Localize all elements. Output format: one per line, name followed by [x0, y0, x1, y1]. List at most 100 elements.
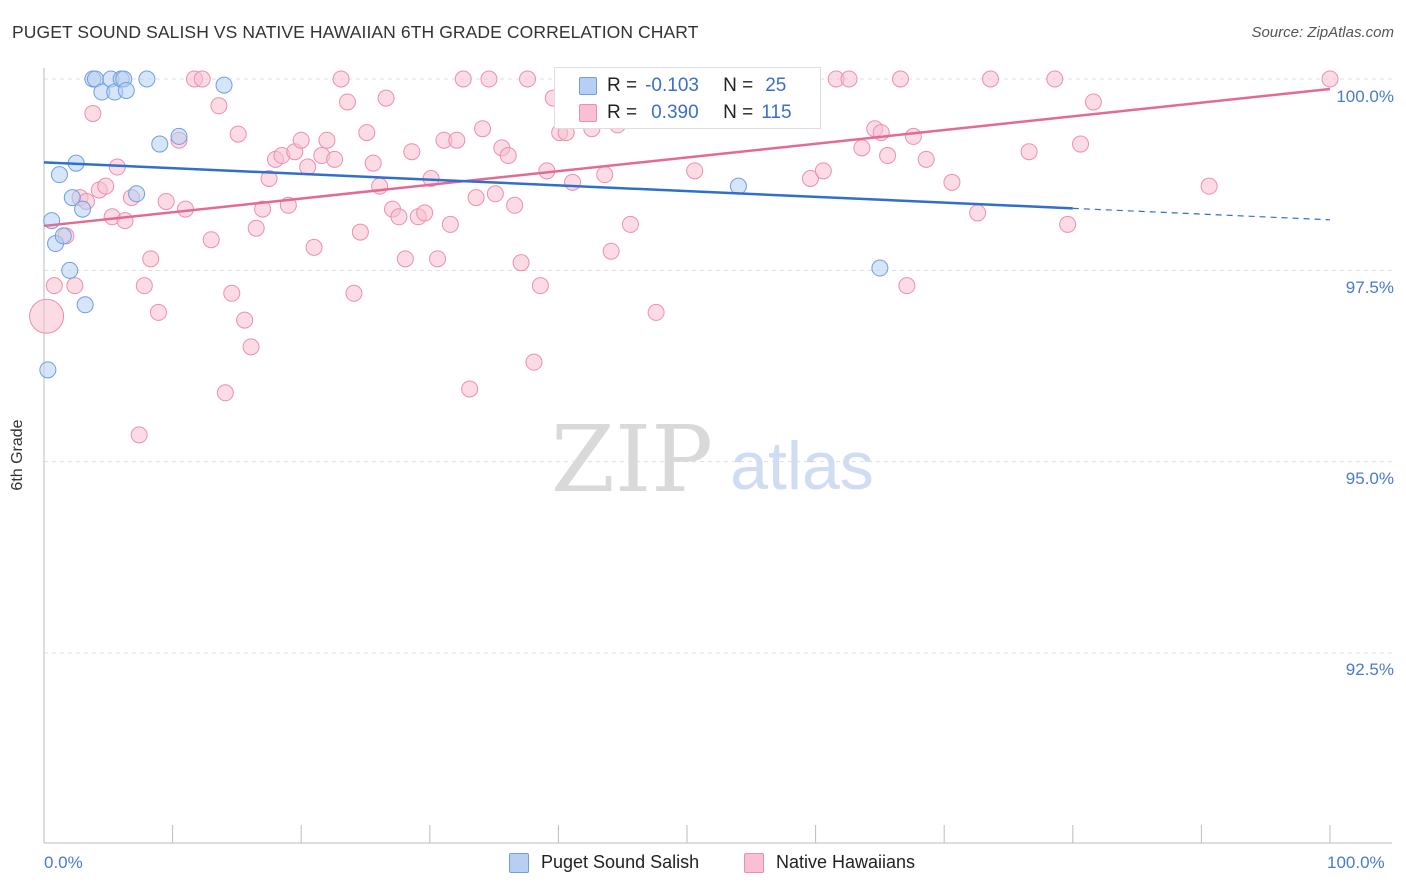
hawaiian-point	[358, 124, 376, 142]
salish-trend-extension	[1072, 207, 1331, 221]
hawaiian-point	[254, 200, 272, 218]
salish-point	[74, 200, 92, 218]
salish-point	[138, 70, 156, 88]
hawaiian-point	[1046, 70, 1064, 88]
hawaiian-point	[474, 120, 492, 138]
bottom-legend-swatch-blue	[509, 852, 529, 873]
hawaiian-point	[499, 147, 517, 165]
hawaiian-point	[116, 212, 134, 230]
hawaiian-point	[403, 143, 421, 161]
salish-point	[50, 166, 68, 184]
hawaiian-point	[318, 131, 336, 149]
hawaiian-point	[216, 384, 234, 402]
axes	[43, 68, 1392, 844]
hawaiian-point	[531, 277, 549, 295]
legend-r-label: R =	[607, 102, 638, 123]
grid-lines	[44, 78, 1392, 654]
hawaiian-point	[853, 139, 871, 157]
bottom-legend-blue: Puget Sound Salish	[509, 852, 699, 873]
hawaiian-point	[506, 196, 524, 214]
source-label: Source: ZipAtlas.com	[1251, 24, 1394, 41]
hawaiian-point	[943, 173, 961, 191]
y-tick-label-95: 95.0%	[1345, 469, 1394, 488]
hawaiian-point	[223, 284, 241, 302]
hawaiian-point	[486, 185, 504, 203]
hawaiian-point	[45, 277, 63, 295]
hawaiian-point	[519, 70, 537, 88]
salish-point	[128, 185, 146, 203]
hawaiian-point	[135, 277, 153, 295]
hawaiian-point	[686, 162, 704, 180]
salish-point	[151, 135, 169, 153]
bottom-legend-swatch-pink	[744, 852, 764, 873]
hawaiian-point	[1200, 177, 1218, 195]
bottom-legend-label-pink: Native Hawaiians	[776, 852, 916, 872]
x-tick-label-max: 100.0%	[1327, 853, 1385, 872]
hawaiian-point	[461, 380, 479, 398]
hawaiian-point	[1020, 143, 1038, 161]
hawaiian-point	[448, 131, 466, 149]
legend-row-pink: R = 0.390 N = 115	[579, 101, 792, 125]
hawaiian-point	[247, 219, 265, 237]
bottom-legend-label-blue: Puget Sound Salish	[541, 852, 700, 872]
hawaiian-point	[364, 154, 382, 172]
bottom-legend-pink: Native Hawaiians	[744, 852, 915, 873]
hawaiian-point	[1072, 135, 1090, 153]
watermark-atlas: atlas	[730, 428, 874, 504]
salish-point	[63, 189, 81, 207]
hawaiian-point	[1059, 215, 1077, 233]
hawaiian-point	[29, 298, 65, 334]
hawaiian-point	[305, 238, 323, 256]
hawaiian-point	[917, 150, 935, 168]
watermark: ZIP atlas	[551, 406, 874, 513]
hawaiian-point	[969, 204, 987, 222]
hawaiian-point	[292, 131, 310, 149]
hawaiian-point	[202, 231, 220, 249]
salish-point	[871, 259, 889, 277]
stats-legend: R = -0.103 N = 25 R = 0.390 N = 115	[554, 67, 821, 129]
watermark-zip: ZIP	[551, 406, 713, 513]
trend-lines	[43, 87, 1331, 228]
puget-sound-salish-points	[39, 70, 889, 379]
hawaiian-point	[512, 254, 530, 272]
hawaiian-point	[904, 127, 922, 145]
hawaiian-point	[377, 89, 395, 107]
hawaiian-point	[396, 250, 414, 268]
hawaiian-point	[299, 158, 317, 176]
hawaiian-point	[142, 250, 160, 268]
y-tick-label-100: 100.0%	[1336, 87, 1394, 106]
legend-r-label: R =	[607, 75, 638, 96]
hawaiian-point	[260, 169, 278, 187]
hawaiian-point	[467, 189, 485, 207]
hawaiian-point	[441, 215, 459, 233]
legend-swatch-blue	[579, 77, 597, 95]
salish-point	[76, 296, 94, 314]
hawaiian-point	[236, 311, 254, 329]
hawaiian-point	[210, 97, 228, 115]
hawaiian-trend-line	[43, 87, 1331, 228]
hawaiian-point	[193, 70, 211, 88]
hawaiian-point	[242, 338, 260, 356]
salish-point	[39, 361, 57, 379]
hawaiian-point	[564, 173, 582, 191]
hawaiian-point	[351, 223, 369, 241]
hawaiian-point	[229, 125, 247, 143]
hawaiian-point	[814, 162, 832, 180]
y-axis-label: 6th Grade	[9, 419, 26, 491]
hawaiian-point	[157, 192, 175, 210]
hawaiian-point	[602, 242, 620, 260]
salish-point	[170, 127, 188, 145]
legend-n-label: N =	[723, 102, 754, 123]
y-tick-label-92-5: 92.5%	[1345, 660, 1394, 679]
hawaiian-point	[879, 147, 897, 165]
hawaiian-point	[149, 303, 167, 321]
hawaiian-point	[66, 277, 84, 295]
hawaiian-point	[596, 166, 614, 184]
salish-trend-line	[43, 161, 1073, 210]
salish-point	[54, 227, 72, 245]
hawaiian-point	[429, 250, 447, 268]
legend-swatch-pink	[579, 104, 597, 122]
hawaiian-point	[525, 353, 543, 371]
hawaiian-point	[621, 215, 639, 233]
